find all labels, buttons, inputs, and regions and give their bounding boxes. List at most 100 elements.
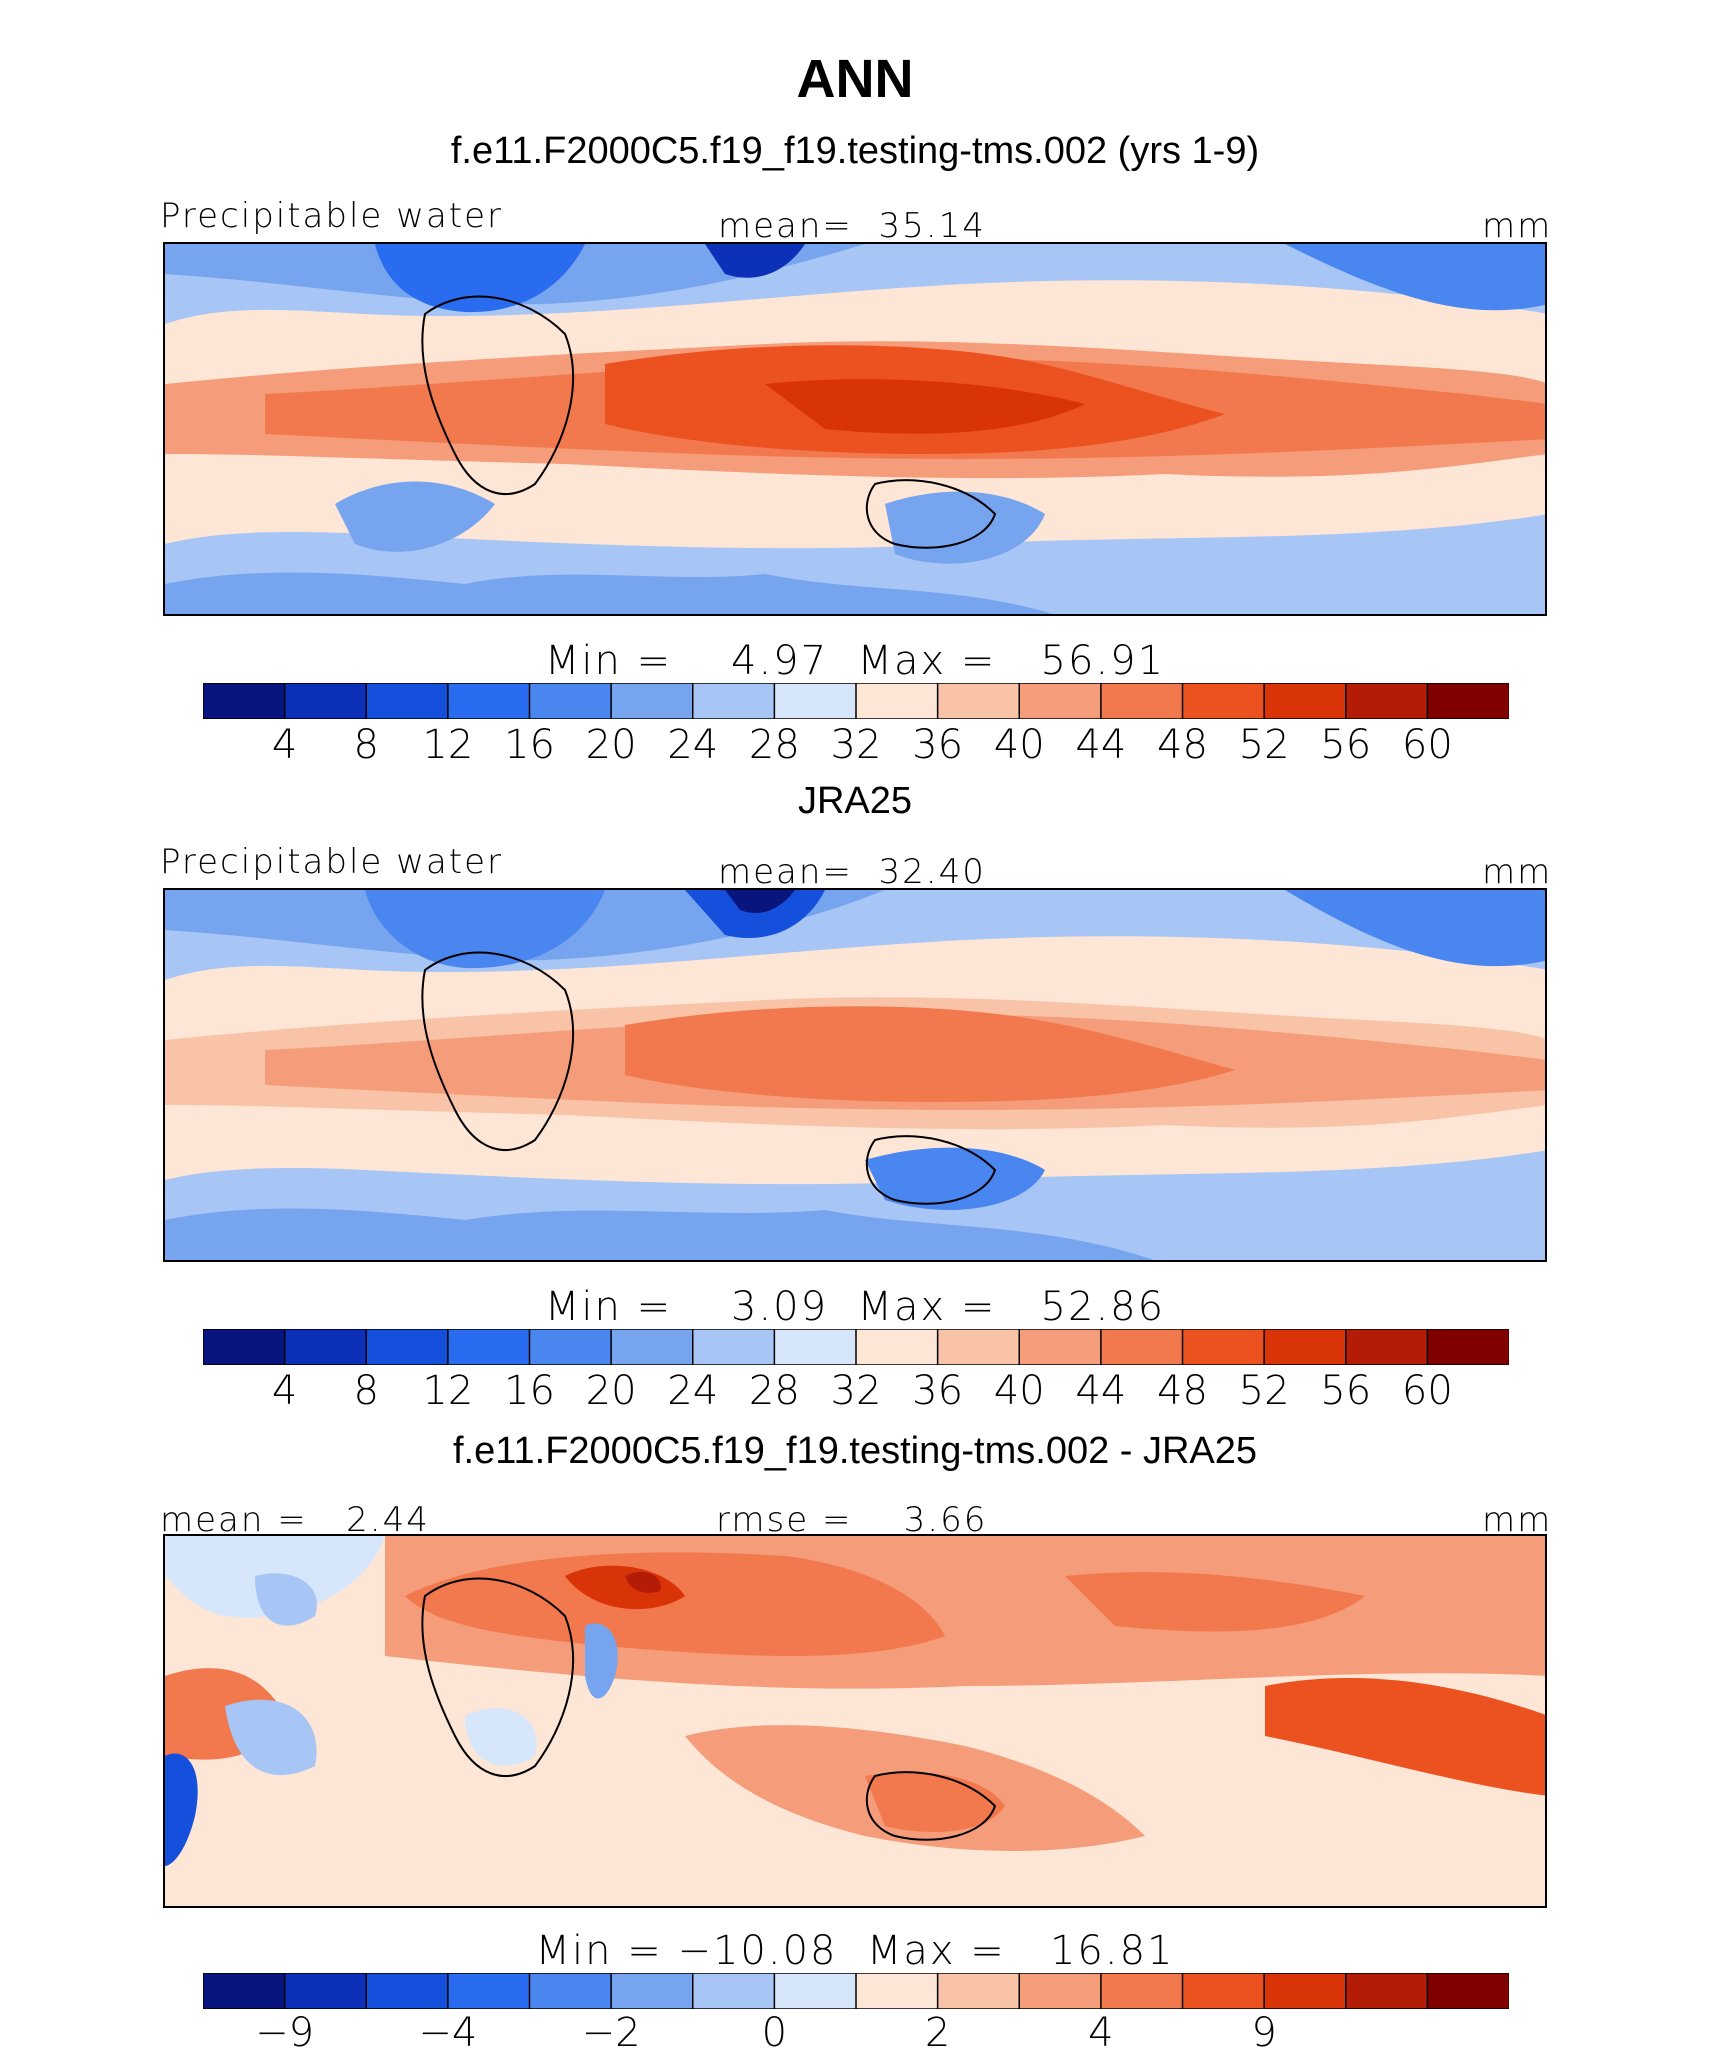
colorbar-swatch [610,1329,695,1365]
colorbar-tick-label: 4 [1088,2010,1114,2056]
colorbar-tick-label: 36 [912,722,964,768]
panel-2-variable-label: Precipitable water [160,842,504,882]
colorbar-tick-label: 9 [1251,2010,1277,2056]
colorbar-tick-label: 60 [1401,1368,1453,1414]
colorbar-swatch [1426,1973,1509,2009]
colorbar-swatch [1181,1973,1266,2009]
panel-1-map [163,242,1547,616]
colorbar-swatch [1263,1973,1348,2009]
colorbar-tick-label: 36 [912,1368,964,1414]
colorbar-tick-label: 12 [422,1368,474,1414]
panel-1-title: f.e11.F2000C5.f19_f19.testing-tms.002 (y… [450,130,1260,172]
colorbar-tick-label: 44 [1075,1368,1127,1414]
colorbar-swatch [692,683,776,719]
colorbar-tick-label: 52 [1238,1368,1290,1414]
colorbar-swatch [1018,683,1103,719]
colorbar-tick-label: 56 [1320,1368,1372,1414]
colorbar-tick-label: 4 [271,722,298,768]
colorbar-swatch [365,1973,450,2009]
colorbar-swatch [936,1329,1021,1365]
colorbar-swatch [203,1973,286,2009]
panel-3-colorbar [203,1973,1509,2009]
panel-2-colorbar [203,1329,1509,1365]
colorbar-tick-label: 56 [1320,722,1372,768]
figure-title: ANN [796,49,914,109]
panel-3-units-label: mm [1482,1500,1553,1540]
colorbar-tick-label: −2 [581,2010,641,2056]
colorbar-tick-label: 40 [993,1368,1045,1414]
colorbar-swatch [936,1973,1021,2009]
colorbar-swatch [1426,1329,1509,1365]
colorbar-swatch [528,1973,613,2009]
panel-1-units-label: mm [1482,206,1553,246]
panel-2-units-label: mm [1482,852,1553,892]
colorbar-swatch [1018,1973,1103,2009]
colorbar-swatch [1100,683,1184,719]
colorbar-tick-label: 8 [353,722,379,768]
panel-1-mean-label: mean= 35.14 [718,206,986,246]
colorbar-swatch [365,1329,450,1365]
colorbar-tick-label: 4 [271,1368,298,1414]
panel-3-mean-label: mean = 2.44 [160,1500,430,1540]
colorbar-tick-label: 48 [1157,1368,1208,1414]
colorbar-tick-label: 32 [830,722,882,768]
colorbar-tick-label: 44 [1075,722,1127,768]
colorbar-swatch [855,1973,939,2009]
panel-2-mean-label: mean= 32.40 [718,852,986,892]
colorbar-tick-label: 40 [993,722,1045,768]
colorbar-swatch [855,683,939,719]
panel-3-colorbar-ticks: −9 −4 −2 0 2 4 9 [203,2010,1509,2058]
colorbar-swatch [1345,1973,1429,2009]
colorbar-swatch [447,1329,531,1365]
panel-1-min-max: Min = 4.97 Max = 56.91 [544,638,1166,684]
colorbar-tick-label: 16 [504,722,555,768]
colorbar-tick-label: 28 [748,1368,800,1414]
colorbar-swatch [1181,683,1266,719]
colorbar-swatch [610,683,695,719]
colorbar-tick-label: 20 [585,1368,637,1414]
colorbar-swatch [528,1329,613,1365]
colorbar-swatch [1100,1329,1184,1365]
colorbar-swatch [773,683,858,719]
colorbar-swatch [1100,1973,1184,2009]
colorbar-tick-label: 24 [667,1368,719,1414]
colorbar-tick-label: 48 [1157,722,1208,768]
colorbar-swatch [1018,1329,1103,1365]
colorbar-swatch [692,1973,776,2009]
colorbar-swatch [1345,1329,1429,1365]
colorbar-swatch [610,1973,695,2009]
colorbar-tick-label: 2 [924,2010,951,2056]
colorbar-swatch [773,1329,858,1365]
panel-1-variable-label: Precipitable water [160,196,504,236]
colorbar-swatch [203,683,286,719]
panel-1-colorbar [203,683,1509,719]
colorbar-swatch [1426,683,1509,719]
panel-3-rmse-label: rmse = 3.66 [716,1500,988,1540]
colorbar-swatch [692,1329,776,1365]
colorbar-swatch [855,1329,939,1365]
colorbar-swatch [1263,683,1348,719]
colorbar-tick-label: 60 [1401,722,1453,768]
colorbar-tick-label: 16 [504,1368,555,1414]
colorbar-tick-label: 24 [667,722,719,768]
colorbar-swatch [365,683,450,719]
panel-3-map [163,1534,1547,1908]
colorbar-tick-label: −4 [418,2010,478,2056]
colorbar-swatch [203,1329,286,1365]
colorbar-swatch [1345,683,1429,719]
colorbar-tick-label: 32 [830,1368,882,1414]
panel-3-min-max: Min = −10.08 Max = 16.81 [535,1928,1175,1974]
panel-1-colorbar-ticks: 4 8 12 16 20 24 28 32 36 40 44 48 52 56 60 [203,722,1509,770]
panel-2-min-max: Min = 3.09 Max = 52.86 [544,1284,1166,1330]
panel-2-colorbar-ticks: 4 8 12 16 20 24 28 32 36 40 44 48 52 56 60 [203,1368,1509,1416]
colorbar-swatch [936,683,1021,719]
colorbar-tick-label: 8 [353,1368,379,1414]
colorbar-tick-label: 12 [422,722,474,768]
colorbar-swatch [283,1973,368,2009]
panel-2-map [163,888,1547,1262]
colorbar-tick-label: 20 [585,722,637,768]
panel-2-title: JRA25 [797,780,913,822]
colorbar-swatch [528,683,613,719]
colorbar-swatch [283,1329,368,1365]
panel-3-title: f.e11.F2000C5.f19_f19.testing-tms.002 - … [452,1430,1258,1472]
